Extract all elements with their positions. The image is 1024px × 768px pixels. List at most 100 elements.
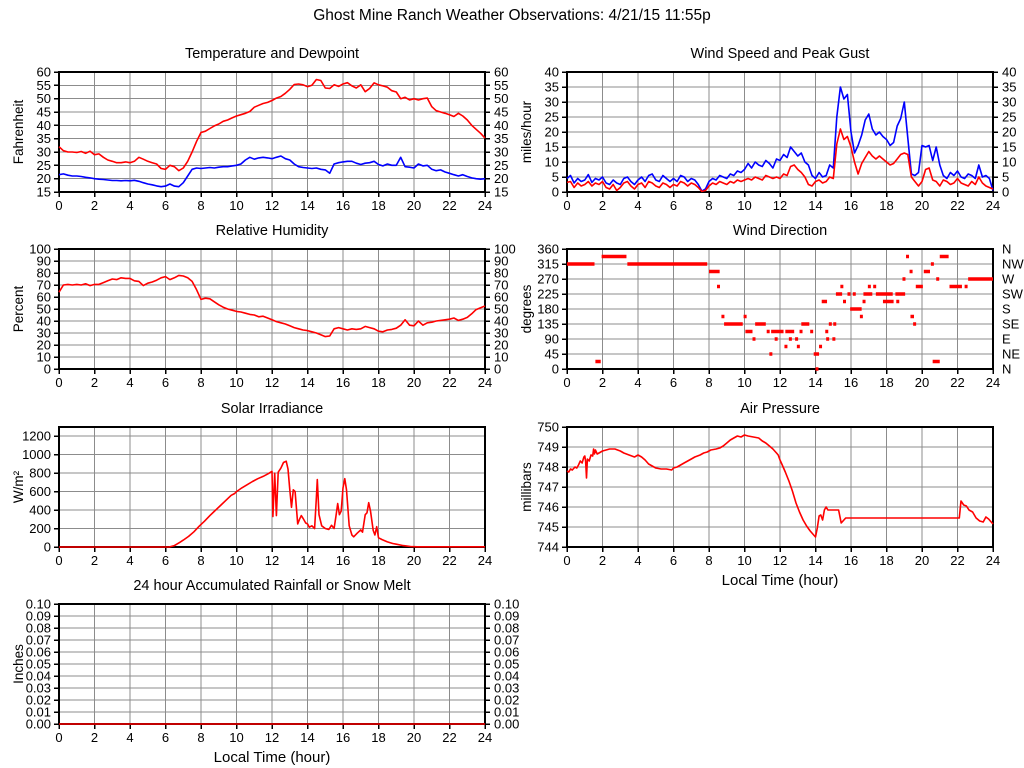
svg-text:30: 30 <box>545 95 559 110</box>
svg-text:744: 744 <box>537 540 559 555</box>
svg-text:14: 14 <box>808 375 822 390</box>
chart-relative-humidity: Relative Humidity 0 0 10 10 20 20 30 30 40 40 50 50… <box>2 217 516 413</box>
y-axis-label: Percent <box>11 285 26 332</box>
tick-marks <box>562 248 994 374</box>
svg-text:10: 10 <box>229 375 243 390</box>
svg-text:24: 24 <box>478 730 492 745</box>
chart-title: Wind Direction <box>732 223 828 239</box>
svg-text:200: 200 <box>29 521 51 536</box>
svg-text:0: 0 <box>55 730 62 745</box>
svg-text:16: 16 <box>336 553 350 568</box>
svg-text:14: 14 <box>300 553 314 568</box>
svg-text:22: 22 <box>950 198 964 213</box>
svg-text:0: 0 <box>44 362 51 377</box>
svg-text:SE: SE <box>1002 317 1020 332</box>
series-dewpoint <box>58 155 486 188</box>
svg-text:22: 22 <box>442 198 456 213</box>
svg-text:10: 10 <box>229 553 243 568</box>
svg-text:14: 14 <box>808 553 822 568</box>
series-pressure <box>566 434 994 538</box>
svg-text:12: 12 <box>773 553 787 568</box>
plot-border <box>58 248 486 370</box>
svg-text:W: W <box>1002 272 1015 287</box>
chart-wind-direction: Wind Direction 0 N 45 NE 90 E 135 SE 180 S 225 SW 27… <box>510 217 1024 413</box>
svg-text:0.04: 0.04 <box>494 669 519 684</box>
svg-text:360: 360 <box>537 242 559 257</box>
svg-text:50: 50 <box>37 91 51 106</box>
svg-text:0: 0 <box>55 553 62 568</box>
chart-temperature-dewpoint: Temperature and Dewpoint 15 15 20 20 25 25 30 3… <box>2 40 514 236</box>
y-axis-label: degrees <box>519 284 534 333</box>
svg-text:E: E <box>1002 332 1011 347</box>
chart-title: Wind Speed and Peak Gust <box>690 46 870 62</box>
svg-text:400: 400 <box>29 503 51 518</box>
y-axis-label: Inches <box>11 644 26 684</box>
svg-text:10: 10 <box>37 350 51 365</box>
svg-text:0: 0 <box>55 198 62 213</box>
series-irradiance <box>59 460 485 548</box>
svg-text:0.07: 0.07 <box>26 633 51 648</box>
svg-text:10: 10 <box>229 730 243 745</box>
svg-text:0: 0 <box>563 198 570 213</box>
svg-text:60: 60 <box>494 65 508 80</box>
chart-wind-speed-gust: Wind Speed and Peak Gust 0 0 5 5 10 10 15 15 20 2… <box>510 40 1022 236</box>
svg-text:20: 20 <box>1002 125 1016 140</box>
svg-text:20: 20 <box>915 198 929 213</box>
svg-text:0.02: 0.02 <box>494 693 519 708</box>
svg-text:6: 6 <box>670 198 677 213</box>
y-axis-label: millibars <box>519 462 534 512</box>
svg-text:12: 12 <box>265 375 279 390</box>
svg-text:12: 12 <box>773 375 787 390</box>
svg-text:70: 70 <box>494 278 508 293</box>
svg-text:0.10: 0.10 <box>494 597 519 612</box>
svg-text:2: 2 <box>599 198 606 213</box>
svg-text:0: 0 <box>552 362 559 377</box>
chart-rainfall-snowmelt: 24 hour Accumulated Rainfall or Snow Mel… <box>2 572 519 768</box>
svg-text:18: 18 <box>371 553 385 568</box>
svg-text:4: 4 <box>634 198 641 213</box>
svg-text:40: 40 <box>494 118 508 133</box>
svg-text:18: 18 <box>879 198 893 213</box>
svg-text:22: 22 <box>442 553 456 568</box>
svg-text:20: 20 <box>915 375 929 390</box>
svg-text:24: 24 <box>986 553 1000 568</box>
svg-text:20: 20 <box>407 375 421 390</box>
svg-text:90: 90 <box>494 254 508 269</box>
svg-text:25: 25 <box>37 158 51 173</box>
series-temperature <box>58 78 486 172</box>
plot-border <box>566 426 994 548</box>
svg-text:50: 50 <box>494 91 508 106</box>
svg-text:0.03: 0.03 <box>494 681 519 696</box>
plot-border <box>566 71 994 193</box>
svg-text:15: 15 <box>494 185 508 200</box>
svg-text:18: 18 <box>879 553 893 568</box>
tick-marks <box>54 435 486 552</box>
gridlines <box>567 426 993 547</box>
svg-text:20: 20 <box>494 171 508 186</box>
svg-text:0.04: 0.04 <box>26 669 51 684</box>
svg-text:12: 12 <box>265 730 279 745</box>
svg-text:S: S <box>1002 302 1011 317</box>
svg-text:4: 4 <box>126 553 133 568</box>
y-axis-label: W/m² <box>11 470 26 503</box>
svg-text:NE: NE <box>1002 347 1020 362</box>
svg-text:0.06: 0.06 <box>494 645 519 660</box>
svg-text:8: 8 <box>197 198 204 213</box>
svg-text:4: 4 <box>126 375 133 390</box>
svg-text:2: 2 <box>91 730 98 745</box>
gridlines <box>567 248 993 369</box>
svg-text:50: 50 <box>37 302 51 317</box>
svg-text:60: 60 <box>37 65 51 80</box>
svg-text:45: 45 <box>37 105 51 120</box>
svg-text:10: 10 <box>737 198 751 213</box>
svg-text:749: 749 <box>537 440 559 455</box>
svg-text:2: 2 <box>599 553 606 568</box>
page-title: Ghost Mine Ranch Weather Observations: 4… <box>313 7 711 24</box>
svg-text:180: 180 <box>537 302 559 317</box>
